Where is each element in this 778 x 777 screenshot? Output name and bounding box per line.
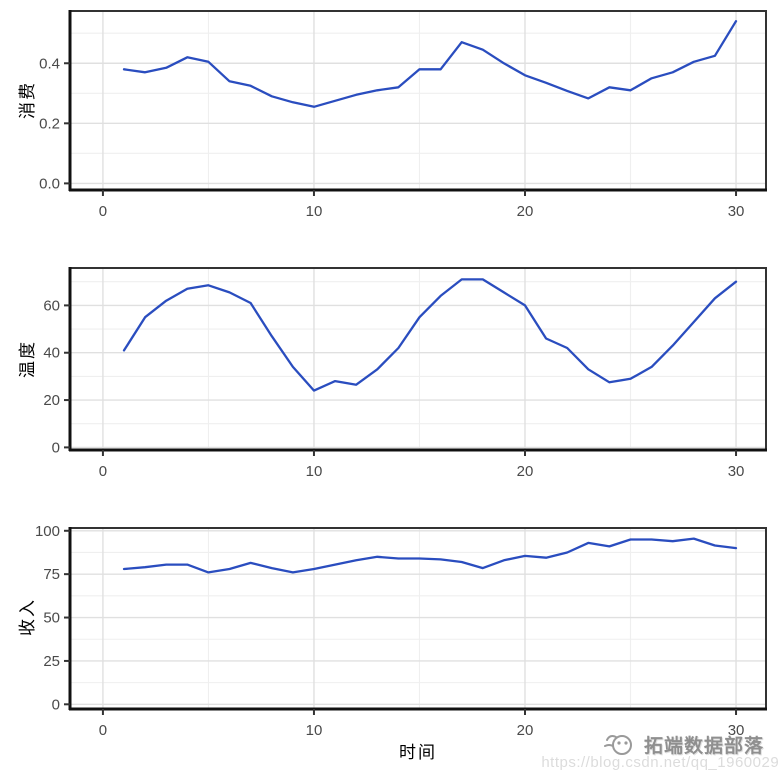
- y-tick-label: 100: [35, 523, 60, 540]
- panel-temperature: 0 20 40 60 0 10 20 30: [43, 267, 767, 480]
- series-line-income: [122, 537, 738, 574]
- y-axis-title-income: 收入: [18, 598, 37, 636]
- x-tick-label: 10: [306, 463, 323, 480]
- y-tick-label: 40: [43, 345, 60, 362]
- tuoduan-logo-icon: [601, 730, 637, 758]
- y-tick-label: 0: [52, 696, 60, 713]
- x-tick-label: 0: [99, 203, 107, 220]
- y-tick-label: 50: [43, 610, 60, 627]
- y-axis-title-consumption: 消费: [18, 81, 37, 119]
- y-tick-label: 25: [43, 653, 60, 670]
- x-tick-label: 10: [306, 203, 323, 220]
- y-tick-label: 20: [43, 392, 60, 409]
- y-tick-label: 75: [43, 566, 60, 583]
- x-tick-label: 20: [517, 203, 534, 220]
- x-tick-label: 0: [99, 722, 107, 739]
- x-tick-label: 30: [728, 463, 745, 480]
- x-tick-label: 0: [99, 463, 107, 480]
- series-line-consumption: [122, 20, 738, 108]
- y-tick-label: 60: [43, 297, 60, 314]
- watermark-brand-text: 拓端数据部落: [643, 735, 764, 757]
- watermark-url-text: https://blog.csdn.net/qq_19600291: [541, 754, 778, 771]
- y-tick-label: 0.0: [39, 175, 60, 192]
- panel-income: 0 25 50 75 100 0 10 20 30: [35, 523, 767, 739]
- y-tick-label: 0: [52, 439, 60, 456]
- x-tick-label: 30: [728, 203, 745, 220]
- y-axis-title-temperature: 温度: [18, 340, 37, 378]
- x-axis-title: 时间: [399, 743, 437, 762]
- x-tick-label: 10: [306, 722, 323, 739]
- x-tick-label: 30: [728, 722, 745, 739]
- series-line-temperature: [122, 278, 738, 392]
- x-tick-label: 20: [517, 722, 534, 739]
- x-tick-label: 20: [517, 463, 534, 480]
- watermark: 拓端数据部落: [601, 730, 764, 758]
- panel-consumption: 0.0 0.2 0.4 0 10 20 30: [39, 10, 767, 220]
- y-tick-label: 0.2: [39, 115, 60, 132]
- y-tick-label: 0.4: [39, 55, 60, 72]
